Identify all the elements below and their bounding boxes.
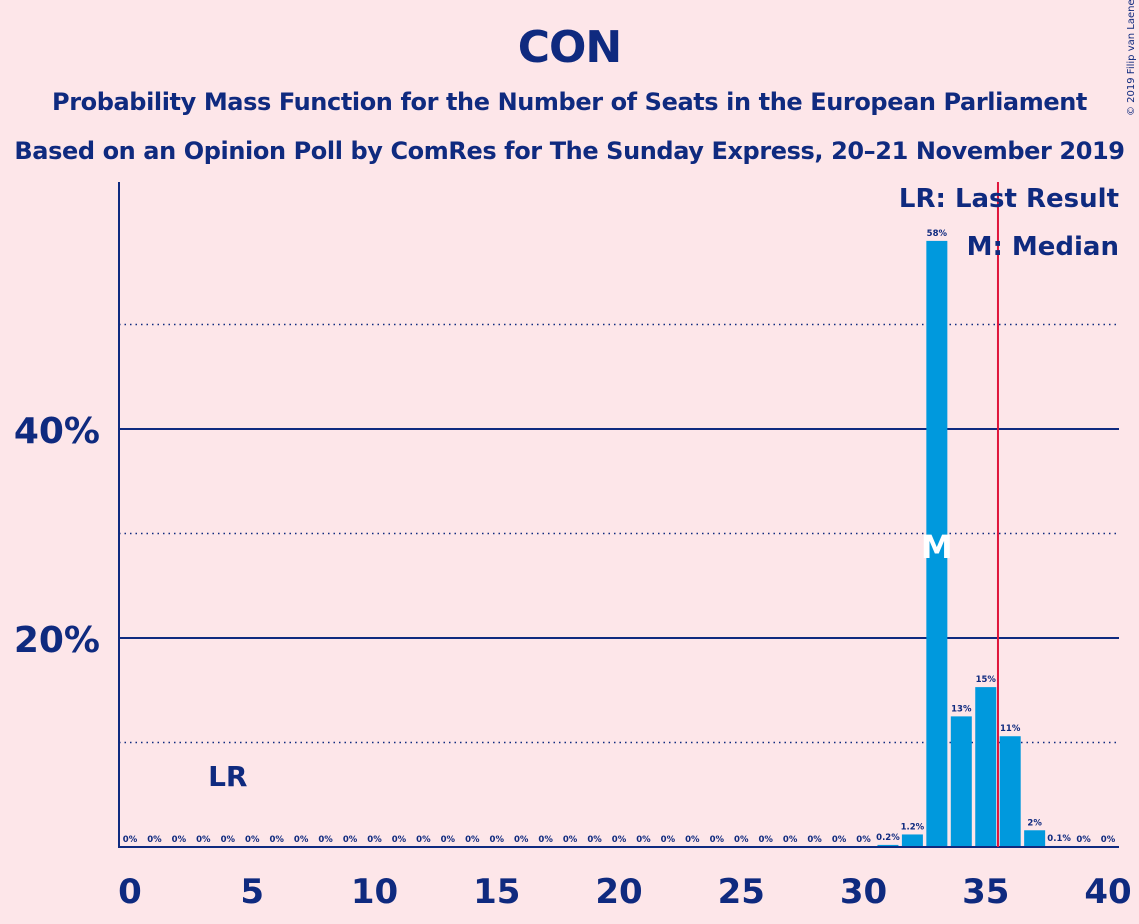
x-tick-label-5: 5 — [240, 872, 264, 912]
data-label-seat-38: 0.1% — [1047, 834, 1071, 844]
data-label-seat-37: 2% — [1027, 818, 1042, 828]
data-label-seat-17: 0% — [538, 835, 553, 845]
x-tick-label-10: 10 — [351, 872, 398, 912]
x-tick-label-30: 30 — [840, 872, 887, 912]
data-label-seat-32: 1.2% — [901, 822, 925, 832]
data-label-seat-14: 0% — [465, 835, 480, 845]
markers: LR M — [208, 182, 999, 847]
legend-last-result: LR: Last Result — [898, 184, 1119, 214]
data-label-seat-22: 0% — [661, 835, 676, 845]
data-label-seat-16: 0% — [514, 835, 529, 845]
data-label-seat-5: 0% — [245, 835, 260, 845]
data-label-seat-13: 0% — [441, 835, 456, 845]
bars — [877, 240, 1070, 847]
chart-subtitle-1: Probability Mass Function for the Number… — [52, 88, 1087, 116]
legend-median: M: Median — [966, 232, 1119, 262]
bar-seat-35 — [975, 687, 997, 847]
data-label-seat-21: 0% — [636, 835, 651, 845]
data-label-seat-40: 0% — [1101, 835, 1116, 845]
data-label-seat-26: 0% — [758, 835, 773, 845]
bar-seat-33 — [926, 240, 948, 847]
data-label-seat-6: 0% — [269, 835, 284, 845]
x-tick-label-25: 25 — [718, 872, 765, 912]
data-label-seat-33: 58% — [927, 229, 948, 239]
bar-seat-36 — [999, 736, 1021, 847]
x-tick-label-35: 35 — [962, 872, 1009, 912]
data-label-seat-19: 0% — [587, 835, 602, 845]
data-label-seat-3: 0% — [196, 835, 211, 845]
bar-seat-37 — [1024, 830, 1046, 847]
data-label-seat-8: 0% — [318, 835, 333, 845]
gridlines — [119, 323, 1119, 744]
data-label-seat-35: 15% — [976, 675, 997, 685]
data-label-seat-2: 0% — [172, 835, 187, 845]
data-label-seat-29: 0% — [832, 835, 847, 845]
data-label-seat-4: 0% — [221, 835, 236, 845]
data-label-seat-15: 0% — [490, 835, 505, 845]
bar-seat-32 — [901, 834, 923, 847]
chart-title: CON — [517, 22, 623, 73]
data-label-seat-11: 0% — [392, 835, 407, 845]
y-tick-label-20: 20% — [14, 620, 100, 661]
data-label-seat-9: 0% — [343, 835, 358, 845]
data-label-seat-7: 0% — [294, 835, 309, 845]
x-tick-label-0: 0 — [118, 872, 142, 912]
data-label-seat-0: 0% — [123, 835, 138, 845]
data-label-seat-23: 0% — [685, 835, 700, 845]
bar-seat-31 — [877, 844, 899, 847]
median-marker: M — [921, 528, 953, 566]
data-label-seat-18: 0% — [563, 835, 578, 845]
tick-labels: 0 5 10 15 20 25 30 35 40 20% 40% — [14, 411, 1132, 912]
x-tick-label-40: 40 — [1084, 872, 1131, 912]
data-label-seat-31: 0.2% — [876, 833, 900, 843]
data-label-seat-34: 13% — [951, 704, 972, 714]
data-label-seat-30: 0% — [856, 835, 871, 845]
chart-subtitle-2: Based on an Opinion Poll by ComRes for T… — [14, 137, 1125, 165]
axes — [118, 182, 1119, 848]
x-tick-label-15: 15 — [473, 872, 520, 912]
data-label-seat-10: 0% — [367, 835, 382, 845]
data-label-seat-28: 0% — [807, 835, 822, 845]
bar-seat-34 — [950, 716, 972, 847]
data-label-seat-12: 0% — [416, 835, 431, 845]
data-label-seat-25: 0% — [734, 835, 749, 845]
data-label-seat-20: 0% — [612, 835, 627, 845]
data-label-seat-1: 0% — [147, 835, 162, 845]
data-labels: 0% 0% 0% 0% 0% 0% 0% 0% 0% 0% 0% 0% 0% 0% 0% 0% 0% 0% 0% 0%… — [123, 229, 1116, 845]
y-tick-label-40: 40% — [14, 411, 100, 452]
data-label-seat-39: 0% — [1076, 835, 1091, 845]
data-label-seat-36: 11% — [1000, 724, 1021, 734]
last-result-marker: LR — [208, 760, 247, 793]
x-tick-label-20: 20 — [595, 872, 642, 912]
data-label-seat-27: 0% — [783, 835, 798, 845]
data-label-seat-24: 0% — [710, 835, 725, 845]
